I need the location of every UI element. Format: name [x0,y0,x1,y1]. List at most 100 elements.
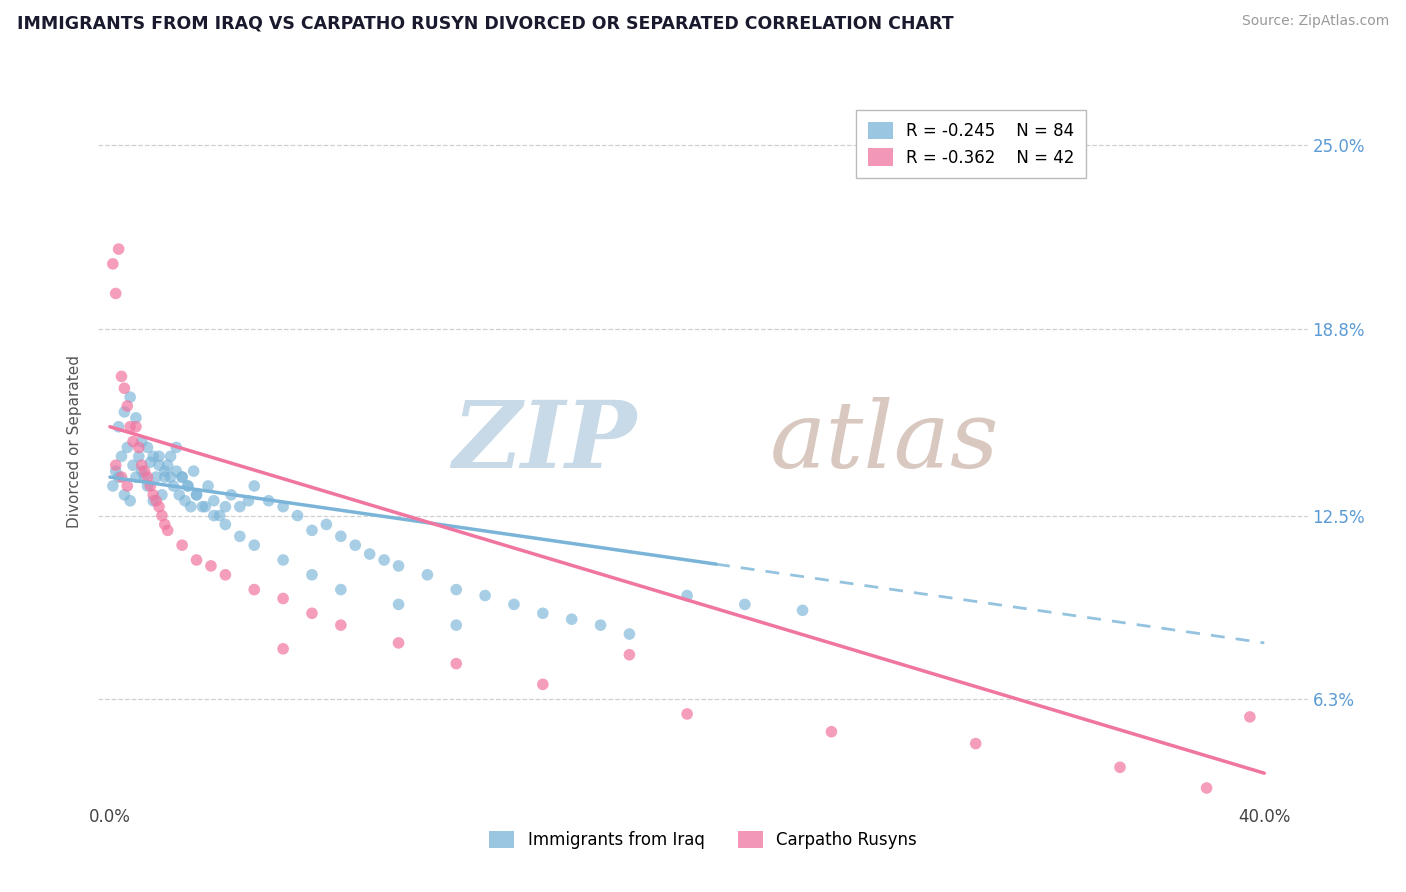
Point [107,419,129,434]
Point [136,479,159,493]
Point [134,464,156,478]
Point [153,517,176,532]
Point [186,488,208,502]
Text: IMMIGRANTS FROM IRAQ VS CARPATHO RUSYN DIVORCED OR SEPARATED CORRELATION CHART: IMMIGRANTS FROM IRAQ VS CARPATHO RUSYN D… [17,14,953,32]
Point [214,500,236,514]
Point [128,450,150,464]
Point [229,500,252,514]
Point [167,488,190,502]
Point [153,464,176,478]
Point [792,603,814,617]
Point [107,470,129,484]
Point [446,582,468,597]
Point [202,508,225,523]
Point [159,470,181,484]
Point [329,618,352,632]
Point [177,479,200,493]
Point [101,257,124,271]
Point [734,598,756,612]
Point [120,419,142,434]
Point [117,441,139,455]
Point [183,464,205,478]
Point [315,517,337,532]
Point [125,470,148,484]
Text: atlas: atlas [769,397,1000,486]
Point [131,458,153,473]
Point [128,441,150,455]
Point [148,450,170,464]
Point [110,470,132,484]
Point [122,434,145,449]
Point [186,488,208,502]
Point [238,493,260,508]
Point [180,500,202,514]
Point [162,479,184,493]
Point [112,405,135,419]
Point [150,488,173,502]
Point [589,618,612,632]
Point [172,470,194,484]
Point [191,500,214,514]
Point [136,470,159,484]
Text: ZIP: ZIP [453,397,637,486]
Point [619,627,641,641]
Point [271,641,294,656]
Point [301,607,323,621]
Point [194,500,217,514]
Point [561,612,583,626]
Point [148,458,170,473]
Point [122,458,145,473]
Point [197,479,219,493]
Point [329,529,352,543]
Point [145,493,167,508]
Point [1195,780,1218,795]
Point [117,479,139,493]
Point [131,434,153,449]
Point [156,524,179,538]
Point [387,598,409,612]
Text: Source: ZipAtlas.com: Source: ZipAtlas.com [1241,14,1389,29]
Point [139,479,162,493]
Point [208,508,231,523]
Point [120,390,142,404]
Point [142,488,165,502]
Point [271,500,294,514]
Point [104,464,127,478]
Point [503,598,526,612]
Point [446,618,468,632]
Point [344,538,367,552]
Point [165,464,187,478]
Point [271,553,294,567]
Point [131,464,153,478]
Point [186,553,208,567]
Point [104,286,127,301]
Point [387,558,409,573]
Point [200,558,222,573]
Point [107,242,129,256]
Point [416,567,439,582]
Point [177,479,200,493]
Point [243,538,266,552]
Point [301,567,323,582]
Legend: Immigrants from Iraq, Carpatho Rusyns: Immigrants from Iraq, Carpatho Rusyns [482,824,924,856]
Point [257,493,280,508]
Point [142,493,165,508]
Point [243,582,266,597]
Point [120,493,142,508]
Point [110,369,132,384]
Point [112,488,135,502]
Point [125,419,148,434]
Point [145,470,167,484]
Point [329,582,352,597]
Point [112,381,135,395]
Point [142,450,165,464]
Point [172,470,194,484]
Point [1239,710,1261,724]
Point [531,677,554,691]
Point [373,553,395,567]
Point [359,547,381,561]
Point [474,589,496,603]
Point [619,648,641,662]
Point [965,737,987,751]
Point [172,538,194,552]
